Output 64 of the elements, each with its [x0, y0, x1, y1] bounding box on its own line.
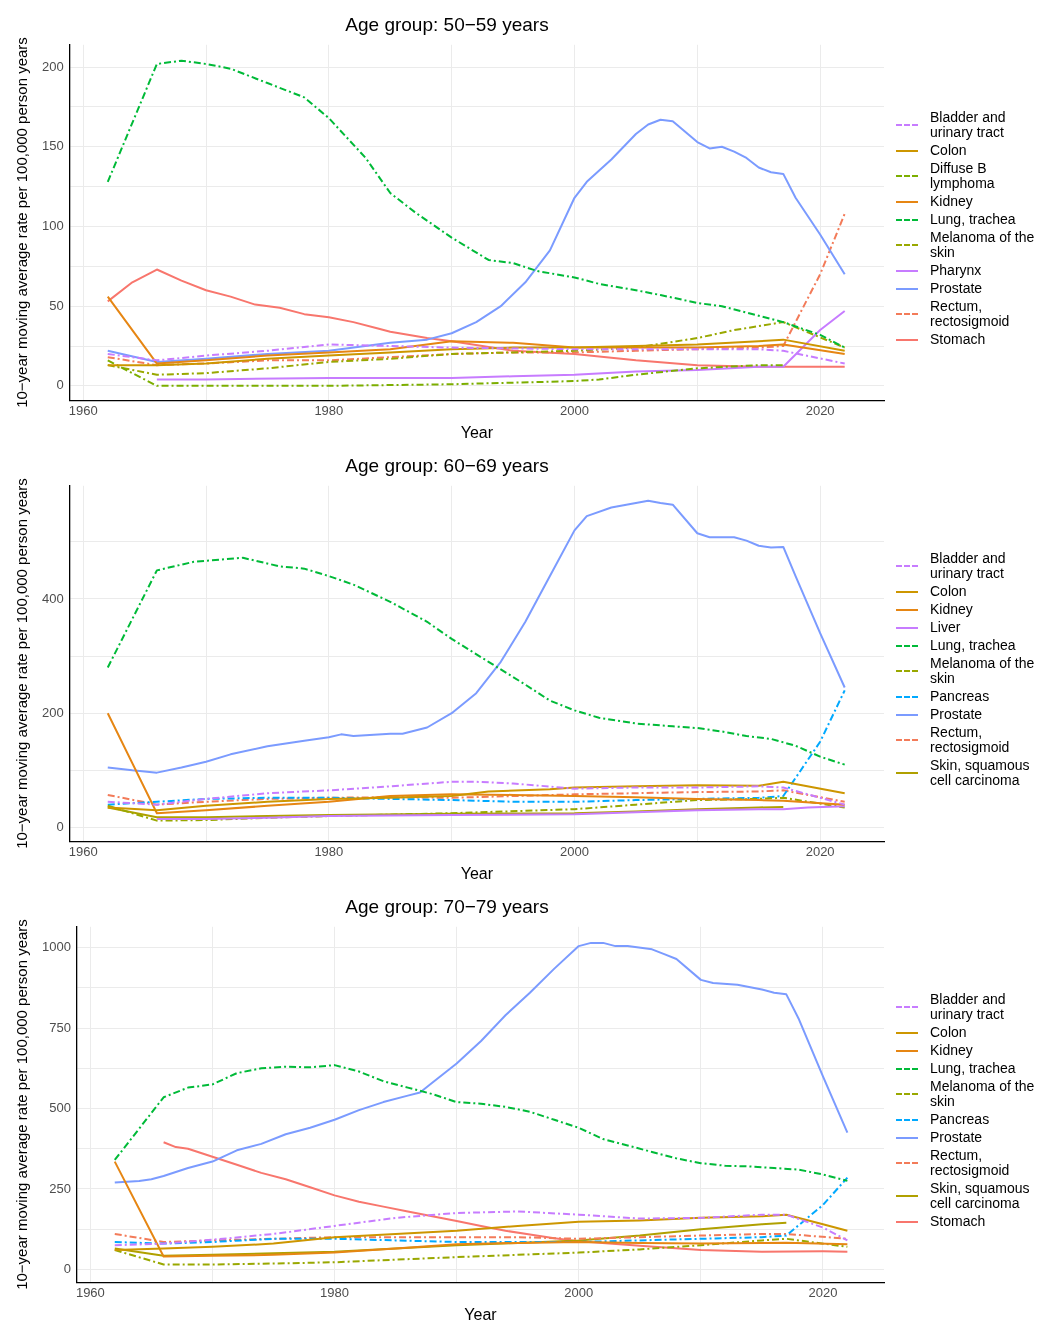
y-tick-label: 500	[49, 1100, 71, 1116]
x-tick-label: 1980	[314, 402, 344, 418]
x-tick-label: 1960	[68, 402, 98, 418]
legend-label: Diffuse B lymphoma	[930, 160, 996, 191]
legend-label: Kidney	[930, 1042, 974, 1058]
legend-label: Kidney	[930, 193, 974, 209]
legend-label: Kidney	[930, 601, 974, 617]
x-tick-label: 2020	[808, 1284, 838, 1300]
x-tick-label: 1980	[314, 843, 344, 859]
y-tick-label: 250	[49, 1180, 71, 1196]
x-axis-title: Year	[460, 864, 494, 882]
legend-label: Stomach	[930, 1213, 987, 1229]
legend-label: Skin, squamous cell carcinoma	[930, 1180, 1031, 1211]
legend-label: Melanoma of the skin	[930, 229, 1036, 260]
legend-label: Rectum, rectosigmoid	[930, 1147, 1011, 1178]
legend-label: Prostate	[930, 706, 984, 722]
y-tick-label: 400	[41, 590, 64, 606]
y-tick-label: 750	[49, 1019, 71, 1035]
x-tick-label: 1980	[320, 1284, 350, 1300]
chart-title: Age group: 50−59 years	[345, 13, 549, 35]
x-tick-label: 2020	[805, 843, 835, 859]
legend-label: Liver	[930, 619, 962, 635]
x-tick-label: 2000	[560, 843, 589, 859]
legend-label: Bladder and urinary tract	[930, 550, 1007, 581]
y-tick-label: 0	[56, 377, 64, 393]
x-tick-label: 1960	[75, 1284, 105, 1300]
legend-label: Prostate	[930, 280, 984, 296]
legend-label: Colon	[930, 583, 968, 599]
x-axis-title: Year	[464, 1305, 498, 1323]
y-tick-label: 50	[49, 297, 64, 313]
legend-label: Bladder and urinary tract	[930, 991, 1007, 1022]
legend-label: Pancreas	[930, 1111, 991, 1127]
y-axis-title: 10−year moving average rate per 100,000 person years	[13, 919, 31, 1290]
legend-label: Prostate	[930, 1129, 984, 1145]
y-tick-label: 0	[56, 819, 64, 835]
legend-label: Bladder and urinary tract	[930, 109, 1007, 140]
legend-label: Skin, squamous cell carcinoma	[930, 757, 1031, 788]
y-tick-label: 0	[63, 1260, 71, 1276]
legend-label: Melanoma of the skin	[930, 1078, 1036, 1109]
x-tick-label: 2000	[560, 402, 589, 418]
chart-title: Age group: 60−69 years	[345, 454, 549, 476]
x-tick-label: 2000	[564, 1284, 594, 1300]
legend-label: Pharynx	[930, 262, 983, 278]
x-tick-label: 2020	[805, 402, 835, 418]
y-axis-title: 10−year moving average rate per 100,000 person years	[13, 37, 31, 408]
legend-label: Lung, trachea	[930, 1060, 1017, 1076]
legend-label: Melanoma of the skin	[930, 655, 1036, 686]
y-tick-label: 200	[41, 58, 64, 74]
y-tick-label: 100	[41, 218, 64, 234]
y-axis-title: 10−year moving average rate per 100,000 person years	[13, 478, 31, 849]
legend-label: Pancreas	[930, 688, 991, 704]
x-tick-label: 1960	[68, 843, 98, 859]
y-tick-label: 150	[41, 138, 64, 154]
legend-label: Rectum, rectosigmoid	[930, 298, 1011, 329]
x-axis-title: Year	[460, 423, 494, 441]
chart-title: Age group: 70−79 years	[345, 895, 549, 917]
y-tick-label: 200	[41, 704, 64, 720]
legend-label: Stomach	[930, 331, 987, 347]
legend-label: Colon	[930, 1024, 968, 1040]
legend-label: Lung, trachea	[930, 211, 1017, 227]
legend-label: Lung, trachea	[930, 637, 1017, 653]
y-tick-label: 1000	[42, 939, 71, 955]
legend-label: Rectum, rectosigmoid	[930, 724, 1011, 755]
legend-label: Colon	[930, 142, 968, 158]
